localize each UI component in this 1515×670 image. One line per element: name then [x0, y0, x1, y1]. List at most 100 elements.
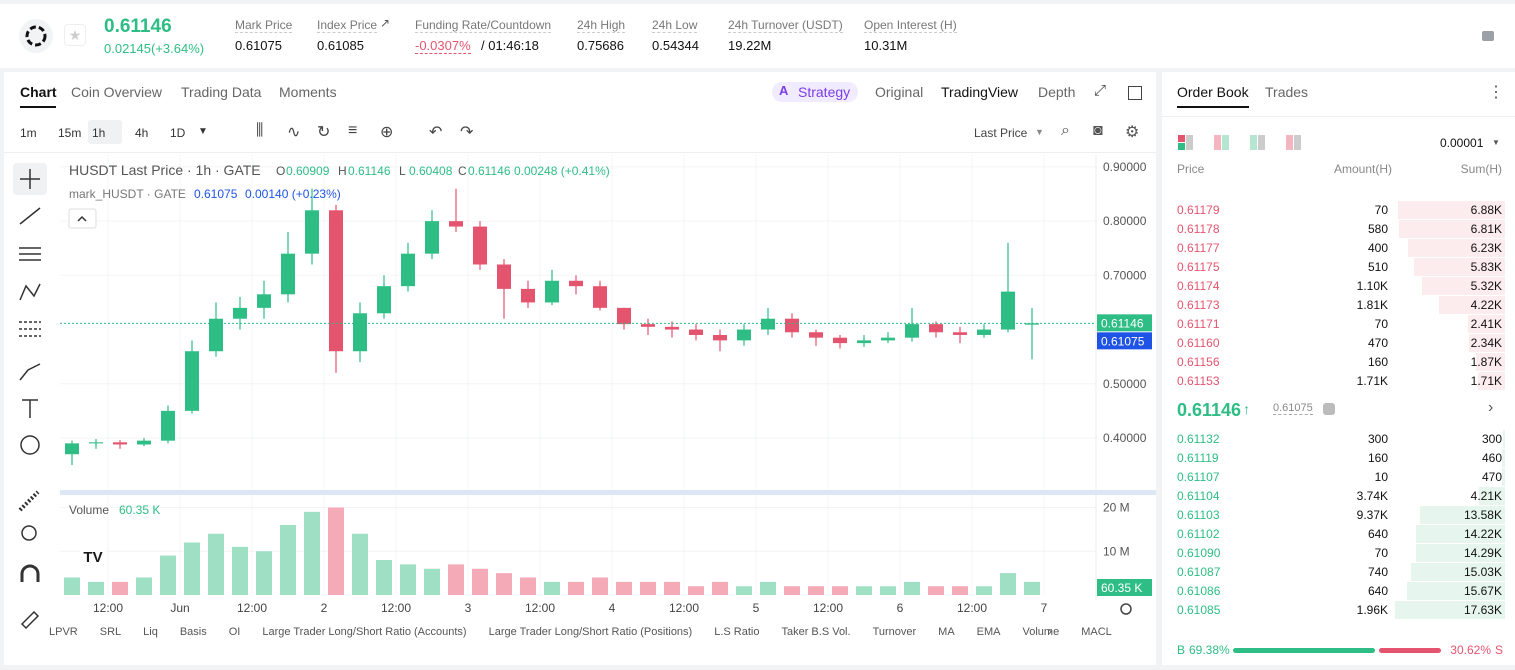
ob-price: 0.61171 — [1177, 317, 1220, 331]
candle-body — [833, 337, 847, 344]
indicator-tab[interactable]: OI — [229, 626, 241, 638]
volume-legend: Volume — [69, 503, 109, 517]
volume-bar — [112, 581, 128, 595]
window-icon[interactable] — [1128, 86, 1142, 100]
volume-bar — [928, 586, 944, 595]
interval-button[interactable]: 15m — [58, 126, 82, 140]
chart-tab[interactable]: Trading Data — [181, 84, 262, 100]
tv-logo: TV — [80, 545, 106, 571]
strategy-icon: A — [779, 83, 789, 98]
indicator-tab[interactable]: Liq — [143, 626, 158, 638]
toolbar-icon[interactable]: ↻ — [317, 124, 331, 141]
chart-tab[interactable]: Chart — [20, 84, 57, 100]
stat-label: 24h Turnover (USDT) — [728, 18, 843, 33]
volume-bar — [808, 586, 824, 595]
candle-body — [689, 329, 703, 335]
indicator-tab[interactable]: Volume — [1023, 626, 1060, 638]
stat-label: Funding Rate/Countdown — [415, 18, 552, 33]
toolbar-icon[interactable]: ⫼ — [256, 122, 264, 139]
candle-body — [329, 210, 343, 352]
toolbar-icon[interactable]: ↶ — [429, 124, 443, 141]
candle-body — [185, 351, 199, 411]
interval-button[interactable]: 1m — [20, 126, 37, 140]
ob-price: 0.61156 — [1177, 355, 1220, 369]
toolbar-icon[interactable]: ⚙ — [1125, 124, 1140, 141]
interval-button[interactable]: 4h — [135, 126, 149, 140]
depth-bar — [1415, 544, 1505, 562]
toolbar-icon[interactable]: ≡ — [348, 122, 358, 139]
toolbar-icon[interactable]: ⌕ — [1061, 122, 1070, 139]
indicator-tab[interactable]: MA — [938, 626, 955, 638]
collapse-caret — [77, 215, 87, 222]
ob-more[interactable]: › — [1488, 399, 1494, 416]
sell-key: S — [1494, 643, 1503, 657]
ob-tab[interactable]: Order Book — [1177, 84, 1249, 100]
depth-bar — [1502, 449, 1505, 467]
notes-icon[interactable] — [1480, 28, 1496, 44]
indicator-tab[interactable]: MACL — [1081, 626, 1112, 638]
depth-bar — [1420, 506, 1505, 524]
ob-amount: 640 — [1367, 527, 1388, 541]
indicator-tab[interactable]: L.S Ratio — [714, 626, 759, 638]
candle-body — [305, 210, 319, 254]
indicator-tab[interactable]: Large Trader Long/Short Ratio (Accounts) — [262, 626, 466, 638]
chart-tab[interactable]: Moments — [279, 84, 337, 100]
mark-legend-value: 0.61075 — [194, 187, 238, 201]
interval-button[interactable]: 1D — [170, 126, 186, 140]
indicator-tab[interactable]: Turnover — [873, 626, 917, 638]
y-tick-label: 0.90000 — [1103, 160, 1147, 174]
toolbar-icon[interactable]: ↷ — [460, 124, 474, 141]
volume-bar — [568, 581, 584, 595]
depth-bar — [1468, 334, 1505, 352]
candle-body — [545, 280, 559, 303]
price-source[interactable]: Last Price — [974, 126, 1028, 140]
indicator-tab[interactable]: LPVR — [49, 626, 78, 638]
candle-body — [977, 329, 991, 335]
fullscreen-icon[interactable]: ⤢ — [1094, 82, 1107, 99]
ob-amount: 3.74K — [1356, 489, 1388, 503]
precision[interactable]: 0.00001 — [1440, 136, 1484, 150]
ob-menu[interactable]: ⋮ — [1488, 84, 1504, 101]
view-option[interactable]: Depth — [1038, 84, 1076, 100]
interval-button[interactable]: 1h — [92, 126, 106, 140]
indicator-tab[interactable]: Large Trader Long/Short Ratio (Positions… — [489, 626, 693, 638]
interval-dropdown[interactable]: ▼ — [198, 126, 208, 137]
candle-body — [377, 286, 391, 314]
ob-amount: 1.81K — [1356, 298, 1388, 312]
volume-bar — [352, 533, 368, 595]
indicator-tab[interactable]: Basis — [180, 626, 207, 638]
toolbar-icon[interactable]: ◙ — [1093, 122, 1103, 139]
chart-tab[interactable]: Coin Overview — [71, 84, 163, 100]
ob-amount: 1.10K — [1356, 279, 1388, 293]
indicator-tab[interactable]: SRL — [100, 626, 121, 638]
ob-amount: 400 — [1367, 241, 1388, 255]
ob-amount: 9.37K — [1356, 508, 1388, 522]
ob-mark-icon — [1323, 403, 1335, 415]
volume-tick-label: 20 M — [1103, 501, 1130, 515]
favorite-star[interactable]: ★ — [64, 24, 86, 46]
candle-body — [641, 324, 655, 327]
ob-amount: 1.96K — [1356, 603, 1388, 617]
ob-divider — [1162, 116, 1515, 117]
stat-value: 10.31M — [864, 38, 908, 53]
y-tick-label: 0.80000 — [1103, 214, 1147, 228]
candle-body — [1025, 323, 1039, 325]
indicator-tab[interactable]: EMA — [977, 626, 1002, 638]
candle-body — [137, 440, 151, 445]
toolbar-icon[interactable]: ⊕ — [380, 124, 394, 141]
toolbar-icon[interactable]: ∿ — [287, 124, 301, 141]
depth-bar — [1503, 430, 1505, 448]
candle-body — [713, 334, 727, 341]
ob-amount: 70 — [1374, 546, 1388, 560]
volume-bar — [544, 581, 560, 595]
view-option[interactable]: TradingView — [941, 84, 1019, 100]
volume-bar — [376, 560, 392, 595]
header-change: 0.02145(+3.64%) — [104, 41, 205, 56]
y-tick-label: 0.50000 — [1103, 377, 1147, 391]
view-option[interactable]: Original — [875, 84, 924, 100]
depth-bar — [1478, 372, 1505, 390]
y-tick-label: 0.40000 — [1103, 431, 1147, 445]
indicator-tab[interactable]: Taker B.S Vol. — [781, 626, 850, 638]
view-option[interactable]: Strategy — [798, 84, 851, 100]
ob-tab[interactable]: Trades — [1265, 84, 1309, 100]
